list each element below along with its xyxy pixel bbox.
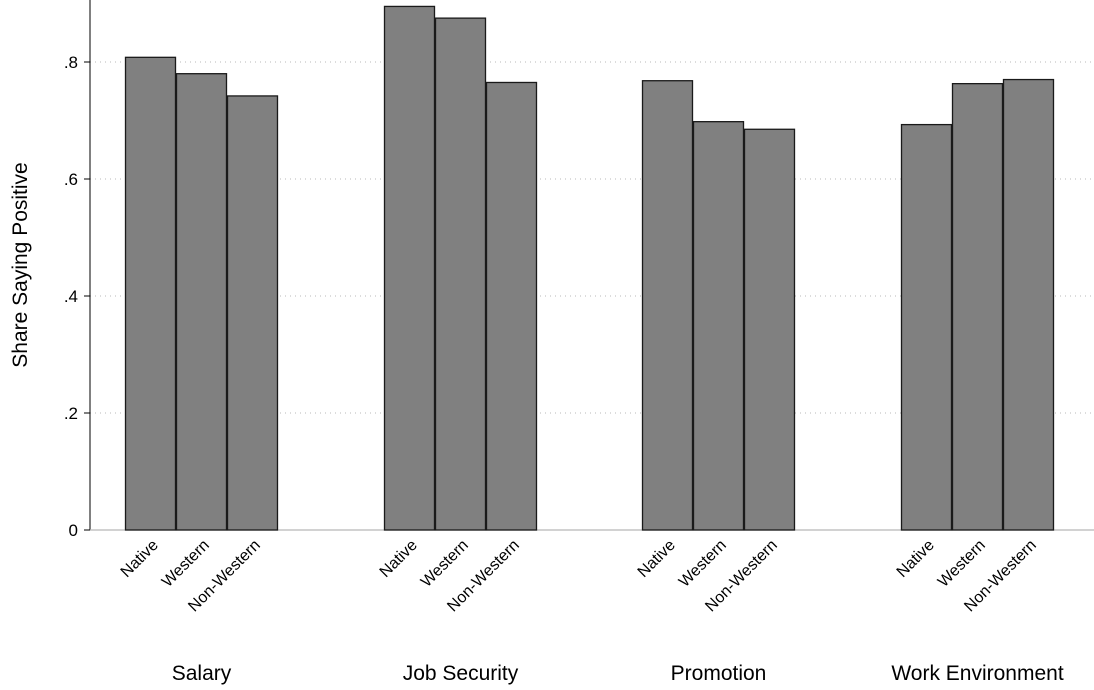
y-tick-label: .8 xyxy=(64,53,78,72)
bar-promotion-non-western xyxy=(743,128,796,531)
category-tick-label: Native xyxy=(377,537,421,581)
bar-job-security-native xyxy=(383,5,436,531)
group-label: Promotion xyxy=(671,662,767,685)
bar-promotion-western xyxy=(692,121,745,531)
y-axis-title: Share Saying Positive xyxy=(9,162,32,367)
bar-salary-native xyxy=(124,56,177,531)
labels: NativeWesternNon-WesternSalaryNativeWest… xyxy=(118,537,1064,685)
bar-work-environment-non-western xyxy=(1002,78,1055,531)
bar-job-security-western xyxy=(434,17,487,531)
bar-work-environment-native xyxy=(900,123,953,531)
group-label: Salary xyxy=(172,662,232,685)
category-tick-label: Native xyxy=(635,537,679,581)
bar-salary-non-western xyxy=(226,95,279,531)
bars xyxy=(124,5,1055,531)
y-tick-label: 0 xyxy=(69,521,78,540)
category-tick-label: Native xyxy=(894,537,938,581)
y-tick-label: .6 xyxy=(64,170,78,189)
bar-salary-western xyxy=(175,73,228,531)
y-tick-label: .2 xyxy=(64,404,78,423)
bar-promotion-native xyxy=(641,80,694,531)
group-label: Job Security xyxy=(403,662,519,685)
y-tick-label: .4 xyxy=(64,287,78,306)
bar-job-security-non-western xyxy=(485,81,538,531)
bar-work-environment-western xyxy=(951,82,1004,531)
group-label: Work Environment xyxy=(891,662,1064,685)
category-tick-label: Native xyxy=(118,537,162,581)
